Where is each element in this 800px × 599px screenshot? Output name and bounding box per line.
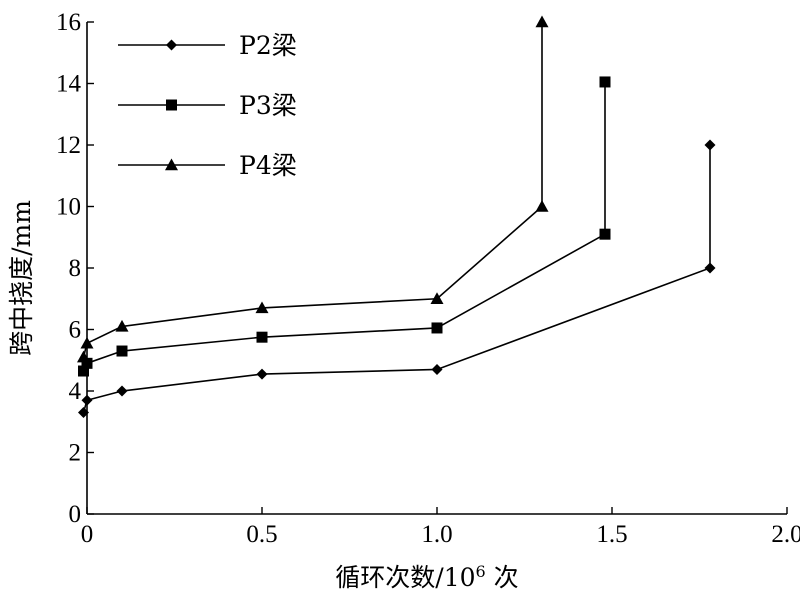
point-triangle xyxy=(115,319,129,332)
point-diamond xyxy=(116,385,128,397)
x-tick-label: 0.5 xyxy=(246,521,277,548)
y-tick-label: 14 xyxy=(56,71,82,98)
series-line xyxy=(82,81,606,372)
series-diamond xyxy=(78,139,716,419)
point-square xyxy=(81,357,93,369)
x-axis-title-suffix: 次 xyxy=(486,563,519,592)
y-tick-label: 4 xyxy=(69,378,82,405)
x-tick-label: 0 xyxy=(81,521,94,548)
x-tick-label: 2.0 xyxy=(771,521,800,548)
series-square xyxy=(78,76,611,377)
legend-label: P2梁 xyxy=(239,31,297,60)
point-square xyxy=(166,99,177,111)
legend-label: P3梁 xyxy=(239,91,297,120)
point-square xyxy=(599,228,611,240)
point-diamond xyxy=(81,394,93,406)
point-square xyxy=(116,345,128,357)
point-triangle xyxy=(80,336,94,349)
x-tick-label: 1.5 xyxy=(596,521,627,548)
y-tick-label: 8 xyxy=(69,255,82,282)
y-tick-label: 16 xyxy=(56,9,81,36)
point-triangle xyxy=(430,292,444,304)
y-tick-label: 10 xyxy=(56,194,81,221)
y-tick-label: 12 xyxy=(56,132,81,159)
x-axis-title-main: 循环次数/10 xyxy=(335,563,475,592)
x-axis-title-sup: 6 xyxy=(476,562,486,581)
point-square xyxy=(78,365,89,377)
legend-label: P4梁 xyxy=(239,151,297,180)
legend-item: P3梁 xyxy=(118,91,297,120)
series-triangle xyxy=(77,15,549,363)
point-square xyxy=(431,322,443,334)
point-square xyxy=(256,331,268,343)
y-tick-label: 0 xyxy=(69,501,82,528)
series-layer xyxy=(77,15,716,419)
point-triangle xyxy=(535,15,549,28)
point-triangle xyxy=(255,301,269,314)
point-diamond xyxy=(704,139,716,151)
legend: P2梁 P3梁 P4梁 xyxy=(118,31,297,180)
y-tick-label: 2 xyxy=(69,440,82,467)
point-diamond xyxy=(166,39,177,51)
point-square xyxy=(599,76,611,88)
point-diamond xyxy=(78,407,89,419)
legend-item: P4梁 xyxy=(118,151,297,180)
legend-item: P2梁 xyxy=(118,31,297,60)
series-line xyxy=(82,145,711,413)
point-triangle xyxy=(535,200,549,212)
axes: 0 2 4 6 8 10 12 14 16 0 0.5 1.0 1.5 2.0 xyxy=(56,9,800,548)
y-tick-label: 6 xyxy=(69,317,82,344)
point-diamond xyxy=(704,262,716,274)
x-axis-title: 循环次数/106 次 xyxy=(335,562,518,593)
y-axis-title: 跨中挠度/mm xyxy=(7,200,36,356)
point-diamond xyxy=(256,368,268,380)
x-tick-label: 1.0 xyxy=(421,521,452,548)
point-triangle xyxy=(165,158,178,171)
point-triangle xyxy=(77,350,90,363)
point-diamond xyxy=(431,363,443,375)
